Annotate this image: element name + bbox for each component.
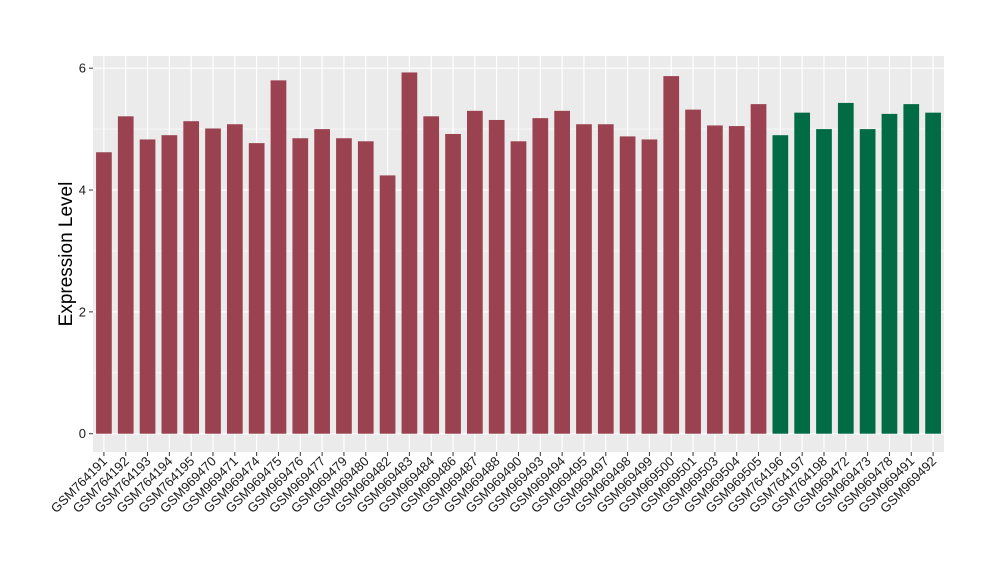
bar-GSM764192 <box>117 116 134 434</box>
bar-GSM969486 <box>445 133 461 434</box>
bar-GSM764197 <box>794 112 811 434</box>
bar-GSM969491 <box>903 104 920 434</box>
bar-GSM969477 <box>314 129 330 434</box>
bar-GSM969505 <box>750 104 767 434</box>
bar-GSM764193 <box>139 139 156 434</box>
y-tick-label: 4 <box>79 183 86 198</box>
bar-GSM969482 <box>379 175 396 434</box>
bar-GSM969500 <box>663 76 680 434</box>
y-tick-label: 6 <box>79 61 86 76</box>
bar-GSM969498 <box>619 136 636 434</box>
bar-GSM969504 <box>728 126 745 434</box>
bar-GSM969474 <box>248 143 265 434</box>
bar-GSM969494 <box>554 110 570 434</box>
bar-GSM764191 <box>96 152 112 434</box>
bar-GSM764195 <box>183 121 200 434</box>
bar-GSM764196 <box>772 135 789 434</box>
bar-GSM969493 <box>532 118 549 434</box>
bar-GSM969476 <box>292 138 309 434</box>
bar-GSM764194 <box>161 135 178 434</box>
bar-GSM969483 <box>401 72 418 434</box>
bar-GSM969487 <box>467 110 483 434</box>
bar-GSM764198 <box>816 129 832 434</box>
bars <box>96 72 941 434</box>
bar-GSM969484 <box>423 116 440 434</box>
y-tick-label: 0 <box>79 426 86 441</box>
bar-GSM969490 <box>510 141 527 434</box>
bar-GSM969480 <box>357 141 374 434</box>
bar-GSM969488 <box>488 119 505 434</box>
x-axis-ticks: GSM764191GSM764192GSM764193GSM764194GSM7… <box>48 452 939 516</box>
bar-GSM969503 <box>707 125 723 434</box>
bar-GSM969475 <box>270 80 287 434</box>
bar-GSM969492 <box>925 112 941 434</box>
bar-GSM969497 <box>597 124 614 434</box>
y-axis-ticks: 0 2 4 6 <box>79 61 93 441</box>
bar-GSM969499 <box>641 139 658 434</box>
bar-GSM969471 <box>226 124 243 434</box>
bar-GSM969472 <box>837 102 854 434</box>
bar-GSM969470 <box>205 128 221 434</box>
y-tick-label: 2 <box>79 304 86 319</box>
bar-GSM969479 <box>336 138 352 434</box>
bar-GSM969501 <box>685 109 701 434</box>
y-axis-title: Expression Level <box>56 182 77 327</box>
bar-GSM969473 <box>859 129 876 434</box>
bar-GSM969478 <box>881 113 898 434</box>
bar-GSM969495 <box>576 124 592 434</box>
